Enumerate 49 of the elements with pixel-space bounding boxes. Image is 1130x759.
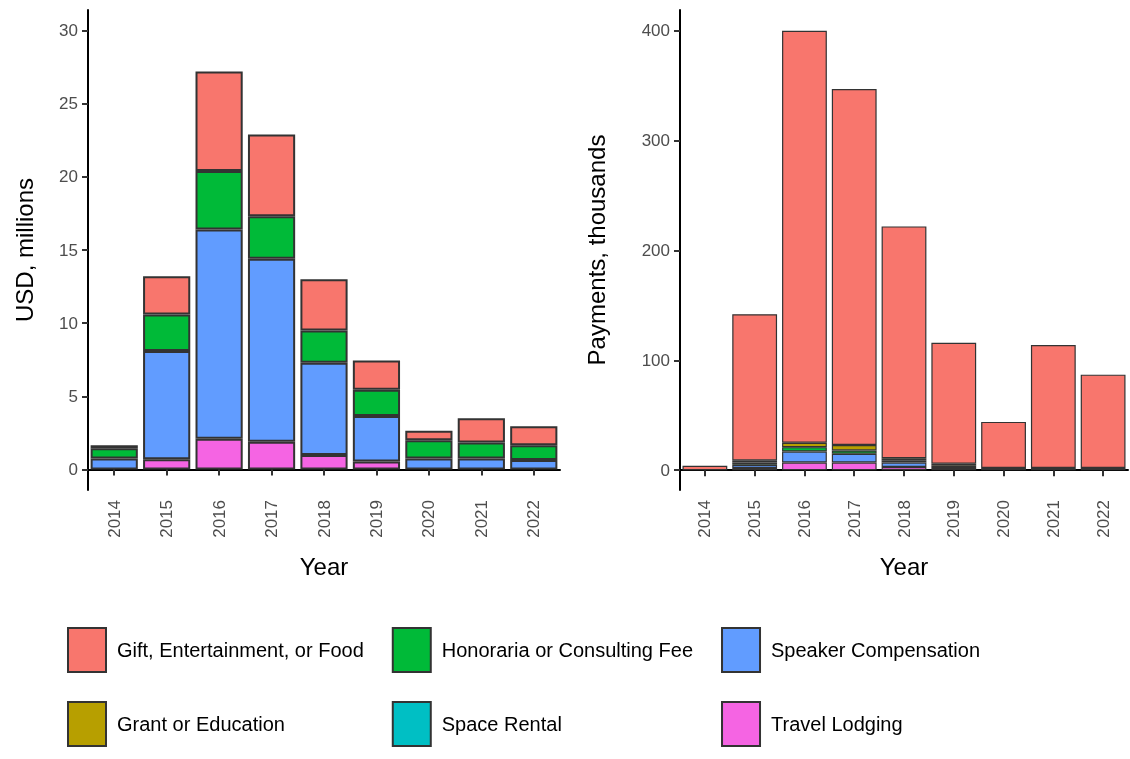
x-tick-label: 2020 <box>419 500 439 538</box>
y-tick-label: 5 <box>68 386 78 406</box>
x-tick-label: 2016 <box>794 500 814 538</box>
x-tick-label: 2018 <box>314 500 334 538</box>
x-tick-label: 2019 <box>944 500 964 538</box>
bar <box>881 462 927 467</box>
x-tick-label: 2017 <box>844 500 864 538</box>
bar <box>732 314 778 461</box>
y-tick-label: 400 <box>641 21 670 41</box>
bar <box>1080 374 1126 469</box>
bar <box>981 421 1026 469</box>
x-axis-title: Year <box>879 552 929 580</box>
legend-label: Honoraria or Consulting Fee <box>441 639 694 661</box>
y-axis-title: Payments, thousands <box>582 134 610 366</box>
x-tick-label: 2022 <box>1093 500 1113 538</box>
x-tick-label: 2021 <box>471 500 491 538</box>
x-tick-label: 2017 <box>262 500 282 538</box>
x-tick-label: 2022 <box>524 500 544 538</box>
y-tick-label: 200 <box>641 241 670 261</box>
x-tick-label: 2020 <box>994 500 1014 538</box>
y-axis-title: USD, millions <box>10 177 38 323</box>
y-tick-label: 0 <box>660 460 670 480</box>
legend-label: Space Rental <box>441 713 562 735</box>
x-tick-label: 2018 <box>894 500 914 538</box>
x-tick-label: 2015 <box>745 500 765 538</box>
y-tick-label: 300 <box>641 131 670 151</box>
legend-label: Travel Lodging <box>771 713 903 735</box>
y-tick-label: 15 <box>59 240 78 260</box>
bar <box>1030 345 1076 469</box>
y-tick-label: 30 <box>59 20 78 40</box>
legend-label: Speaker Compensation <box>771 639 981 661</box>
x-tick-label: 2014 <box>104 500 124 538</box>
bar <box>931 342 977 464</box>
x-tick-label: 2014 <box>695 500 715 538</box>
x-tick-label: 2021 <box>1043 500 1063 538</box>
y-tick-label: 0 <box>68 460 78 480</box>
bar <box>881 226 927 459</box>
y-tick-label: 10 <box>59 313 78 333</box>
y-tick-label: 25 <box>59 94 78 114</box>
bar <box>782 30 827 443</box>
x-tick-label: 2019 <box>366 500 386 538</box>
x-axis-title: Year <box>299 552 349 580</box>
x-tick-label: 2015 <box>157 500 177 538</box>
legend-label: Gift, Entertainment, or Food <box>117 639 364 661</box>
bar <box>732 464 778 469</box>
legend-label: Grant or Education <box>117 713 285 735</box>
y-tick-label: 100 <box>641 350 670 370</box>
y-tick-label: 20 <box>59 167 78 187</box>
x-tick-label: 2016 <box>209 500 229 538</box>
